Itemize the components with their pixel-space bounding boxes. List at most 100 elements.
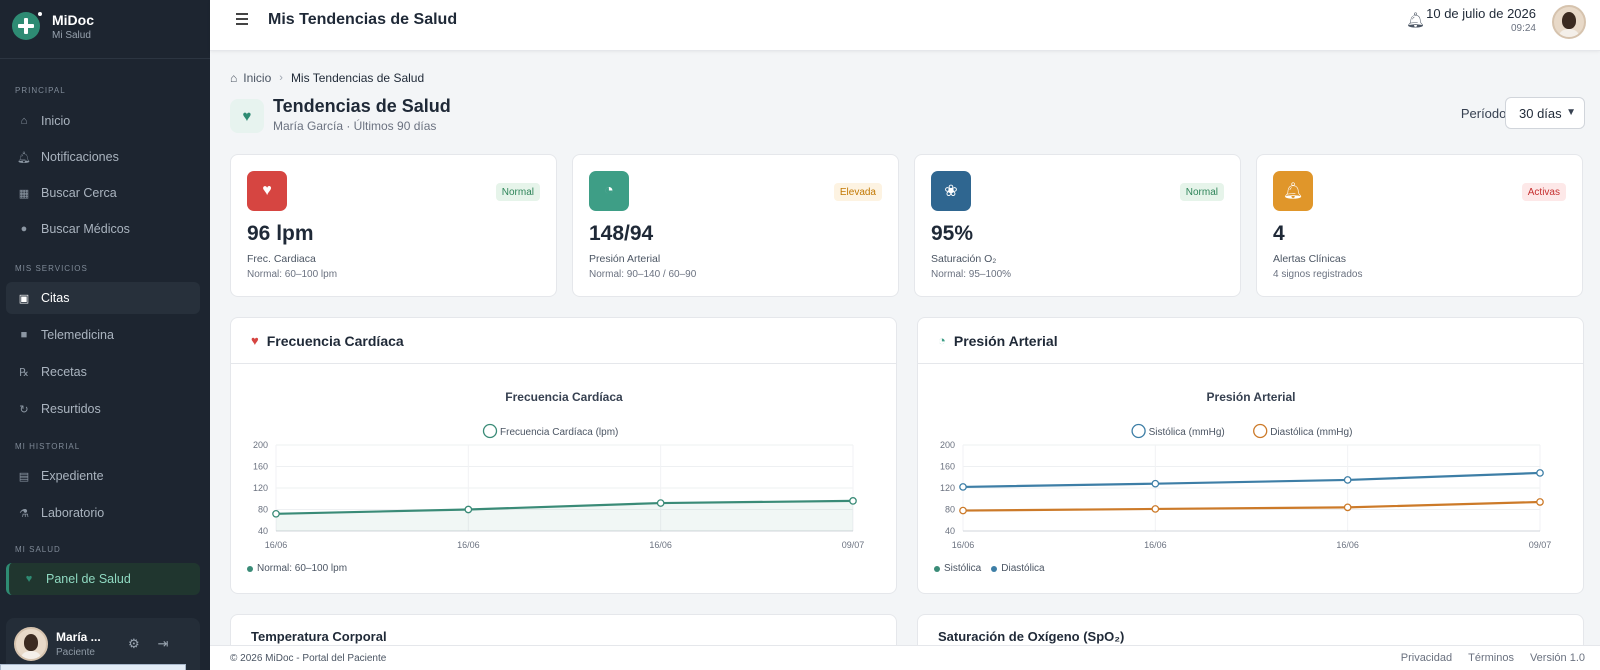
chevron-down-icon: ▼	[1566, 107, 1576, 118]
copyright: © 2026 MiDoc - Portal del Paciente	[230, 653, 387, 664]
x-tick-label: 09/07	[1529, 540, 1552, 550]
medical-cross-logo-icon	[12, 10, 44, 40]
sidebar-item-label: Citas	[41, 291, 70, 305]
bell-icon: 🔔︎	[1273, 171, 1313, 211]
logout-icon[interactable]: ⇥	[157, 636, 169, 651]
brand[interactable]: MiDoc Mi Salud	[12, 8, 94, 44]
sidebar-item-buscar-cerca[interactable]: ▦ Buscar Cerca	[6, 177, 200, 209]
data-point	[1151, 505, 1160, 513]
status-badge: Activas	[1521, 183, 1566, 201]
panel-title: Temperatura Corporal	[251, 629, 387, 644]
footer-systolic: Sistólica	[944, 563, 982, 574]
panel-title: Saturación de Oxígeno (SpO₂)	[938, 629, 1125, 644]
sidebar-item-label: Inicio	[41, 114, 71, 128]
stat-card-oxygen: ❀ Normal 95% Saturación O₂ Normal: 95–10…	[914, 154, 1241, 297]
status-badge: Elevada	[833, 183, 882, 201]
stat-card-heart-rate: ♥ Normal 96 lpm Frec. Cardiaca Normal: 6…	[230, 154, 557, 297]
x-tick-label: 16/06	[952, 540, 975, 550]
panel-title: Presión Arterial	[953, 332, 1058, 349]
refresh-icon: ↻	[19, 403, 29, 416]
breadcrumb: ⌂ Inicio › Mis Tendencias de Salud	[230, 71, 424, 85]
sidebar-item-label: Resurtidos	[41, 402, 101, 416]
stat-value: 4	[1273, 222, 1285, 245]
stat-normal-range: Normal: 90–140 / 60–90	[589, 269, 697, 280]
chart-title: Presión Arterial	[1207, 390, 1296, 404]
status-tooltip	[0, 664, 186, 670]
user-name: María ...	[56, 630, 101, 644]
page-footer: © 2026 MiDoc - Portal del Paciente Priva…	[210, 645, 1600, 670]
sidebar-item-label: Notificaciones	[41, 150, 119, 164]
x-tick-label: 16/06	[265, 540, 288, 550]
data-point	[1343, 503, 1352, 512]
heart-rate-chart: Frecuencia Cardíaca Frecuencia Cardíaca (…	[253, 390, 865, 550]
period-label: Período:	[1460, 106, 1510, 121]
sidebar: MiDoc Mi Salud PRINCIPAL ⌂ Inicio 🔔︎ Notif…	[0, 0, 210, 670]
heartbeat-icon: ♥	[230, 99, 264, 133]
sidebar-item-resurtidos[interactable]: ↻ Resurtidos	[6, 393, 200, 425]
y-tick-label: 200	[940, 440, 955, 450]
header-avatar[interactable]	[1552, 5, 1586, 39]
x-tick-label: 09/07	[842, 540, 865, 550]
privacy-link[interactable]: Privacidad	[1400, 652, 1453, 664]
user-profile[interactable]: María ... Paciente ⚙ ⇥	[6, 618, 200, 670]
status-badge: Normal	[495, 183, 540, 201]
chart-footer: Sistólica Diastólica	[934, 563, 1045, 574]
avatar	[14, 627, 48, 661]
stat-normal-range: Normal: 95–100%	[931, 269, 1012, 280]
y-tick-label: 80	[945, 505, 955, 515]
app-subtitle: Mi Salud	[52, 29, 91, 41]
panel-title: Frecuencia Cardíaca	[266, 332, 404, 349]
heartbeat-icon: ♥	[251, 333, 259, 348]
data-point	[1536, 469, 1544, 477]
y-tick-label: 160	[940, 462, 955, 472]
sidebar-item-recetas[interactable]: ℞ Recetas	[6, 356, 200, 388]
notifications-bell-icon[interactable]: 🔔︎	[1406, 12, 1426, 29]
sidebar-item-label: Panel de Salud	[46, 572, 131, 586]
data-point	[1536, 498, 1544, 506]
header-date: 10 de julio de 2026	[1426, 6, 1536, 21]
breadcrumb-home[interactable]: Inicio	[243, 71, 272, 85]
stat-normal-range: Normal: 60–100 lpm	[247, 269, 338, 280]
footer-diastolic: Diastólica	[1001, 563, 1045, 574]
sidebar-item-citas[interactable]: ▣ Citas	[6, 282, 200, 314]
panel-header: ◔ Presión Arterial	[918, 318, 1583, 364]
sidebar-item-expediente[interactable]: ▤ Expediente	[6, 460, 200, 492]
sidebar-item-inicio[interactable]: ⌂ Inicio	[6, 105, 200, 137]
sidebar-item-notificaciones[interactable]: 🔔︎ Notificaciones	[6, 141, 200, 173]
breadcrumb-current: Mis Tendencias de Salud	[290, 71, 425, 85]
stat-normal-range: 4 signos registrados	[1273, 269, 1363, 280]
legend-label: Sistólica (mmHg)	[1149, 427, 1225, 438]
data-point	[272, 509, 280, 518]
heartbeat-icon: ♥	[25, 573, 33, 585]
sidebar-item-panel-de-salud[interactable]: ♥ Panel de Salud	[6, 563, 200, 595]
area-fill	[276, 500, 853, 531]
file-icon: ▤	[18, 470, 30, 483]
menu-toggle-icon[interactable]	[236, 13, 248, 25]
version-label: Versión 1.0	[1529, 652, 1585, 664]
data-point	[656, 499, 665, 507]
legend-label: Diastólica (mmHg)	[1270, 427, 1352, 438]
period-select[interactable]: 30 días ▼	[1505, 97, 1585, 129]
chevron-right-icon: ›	[279, 72, 283, 84]
panel-header: ♥ Frecuencia Cardíaca	[231, 318, 896, 364]
x-tick-label: 16/06	[1336, 540, 1359, 550]
user-settings-icon[interactable]: ⚙	[128, 636, 140, 651]
home-icon: ⌂	[20, 115, 28, 127]
stat-value: 95%	[931, 222, 974, 245]
data-point	[464, 505, 473, 514]
prescription-icon: ℞	[19, 366, 29, 379]
x-tick-label: 16/06	[649, 540, 672, 550]
sidebar-item-laboratorio[interactable]: ⚗ Laboratorio	[6, 497, 200, 529]
stat-label: Presión Arterial	[589, 253, 661, 265]
sidebar-item-buscar-medicos[interactable]: ● Buscar Médicos	[6, 213, 200, 245]
terms-link[interactable]: Términos	[1468, 652, 1514, 664]
y-tick-label: 40	[945, 526, 955, 536]
data-point	[1151, 479, 1160, 488]
header-title: Mis Tendencias de Salud	[268, 11, 458, 28]
series-line	[962, 500, 1541, 512]
sidebar-item-telemedicina[interactable]: ■ Telemedicina	[6, 319, 200, 351]
stat-card-alerts: 🔔︎ Activas 4 Alertas Clínicas 4 signos r…	[1256, 154, 1583, 297]
y-tick-label: 200	[253, 440, 268, 450]
period-value: 30 días	[1519, 105, 1562, 121]
home-icon[interactable]: ⌂	[230, 71, 238, 85]
